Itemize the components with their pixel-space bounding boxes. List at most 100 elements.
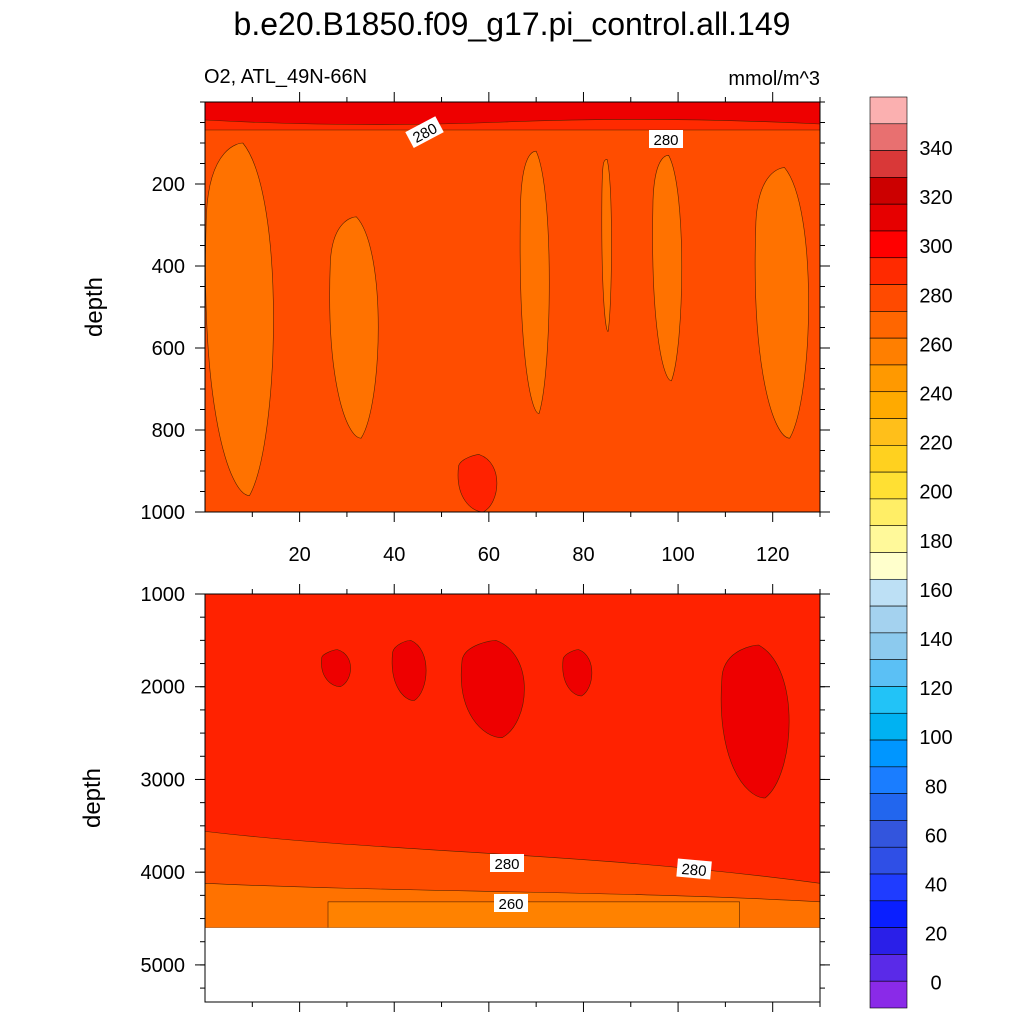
- y-tick-label: 2000: [141, 677, 186, 699]
- plot-frame: [204, 593, 821, 1003]
- colorbar-swatch: [869, 498, 908, 527]
- colorbar-swatch: [869, 980, 908, 1009]
- contour-region: [720, 644, 790, 799]
- colorbar-swatch: [869, 686, 908, 714]
- colorbar-swatch: [869, 284, 908, 312]
- colorbar-label: 340: [919, 138, 952, 160]
- colorbar-label: 240: [919, 384, 952, 406]
- y-tick-label: 4000: [141, 862, 186, 884]
- colorbar-label: 100: [919, 727, 952, 749]
- contour-region: [519, 150, 550, 414]
- y-tick-label: 3000: [141, 769, 186, 791]
- colorbar-label: 120: [919, 678, 952, 700]
- colorbar-label: 200: [919, 482, 952, 504]
- colorbar-swatch: [869, 418, 908, 446]
- chart-title: b.e20.B1850.f09_g17.pi_control.all.149: [234, 6, 791, 42]
- contour-label-text: 260: [498, 896, 523, 913]
- colorbar-swatch: [869, 445, 908, 473]
- contour-label-box: [676, 858, 712, 880]
- colorbar-swatch: [869, 96, 908, 125]
- colorbar: 3403203002802602402202001801601401201008…: [869, 96, 953, 1009]
- colorbar-swatch: [869, 739, 908, 768]
- contour-region: [457, 454, 498, 513]
- y-tick-label: 1000: [141, 502, 186, 524]
- colorbar-label: 40: [925, 875, 947, 897]
- colorbar-swatch: [869, 203, 908, 232]
- x-tick-label: 80: [572, 544, 594, 566]
- contour-label-box: [490, 854, 524, 872]
- y-tick-label: 5000: [141, 955, 186, 977]
- field-background: [205, 102, 820, 512]
- colorbar-label: 80: [925, 776, 947, 798]
- colorbar-swatch: [869, 364, 908, 393]
- x-tick-label: 20: [288, 544, 310, 566]
- y-tick-label: 200: [152, 174, 185, 196]
- colorbar-label: 60: [925, 825, 947, 847]
- colorbar-swatch: [869, 846, 908, 875]
- contour-label: 280: [676, 858, 712, 880]
- colorbar-swatch: [869, 712, 908, 741]
- contour-label: 280: [649, 130, 683, 149]
- contour-region: [754, 167, 809, 439]
- colorbar-swatch: [869, 578, 908, 607]
- x-tick-label: 100: [661, 544, 694, 566]
- contour-label-text: 280: [494, 856, 519, 873]
- x-tick-label: 40: [383, 544, 405, 566]
- contour-region: [601, 159, 612, 332]
- colorbar-swatch: [869, 311, 908, 339]
- colorbar-swatch: [869, 177, 908, 205]
- colorbar-swatch: [869, 257, 908, 285]
- contour-label-box: [649, 130, 683, 148]
- contour-region: [391, 640, 427, 701]
- colorbar-swatch: [869, 605, 908, 634]
- colorbar-label: 160: [919, 580, 952, 602]
- contour-region: [205, 142, 274, 496]
- units-label: mmol/m^3: [728, 68, 820, 90]
- colorbar-swatch: [869, 123, 908, 151]
- upper-y-axis-label: depth: [81, 277, 108, 337]
- surface-contour: [204, 119, 821, 131]
- left-subtitle: O2, ATL_49N-66N: [204, 66, 367, 88]
- colorbar-swatch: [869, 659, 908, 687]
- contour-label-box: [405, 116, 444, 149]
- contour-region: [460, 640, 525, 739]
- colorbar-swatch: [869, 900, 908, 928]
- colorbar-swatch: [869, 954, 908, 982]
- contour-region: [652, 154, 683, 382]
- contour-label-text: 280: [681, 861, 707, 880]
- lower-y-axis-label: depth: [79, 768, 106, 828]
- colorbar-swatch: [869, 552, 908, 580]
- y-tick-label: 400: [152, 256, 185, 278]
- colorbar-swatch: [869, 525, 908, 553]
- colorbar-label: 220: [919, 433, 952, 455]
- colorbar-swatch: [869, 927, 908, 955]
- colorbar-swatch: [869, 230, 908, 259]
- colorbar-swatch: [869, 766, 908, 794]
- colorbar-label: 320: [919, 187, 952, 209]
- colorbar-swatch: [869, 793, 908, 821]
- contour-label: 280: [490, 854, 524, 873]
- x-tick-label: 120: [756, 544, 789, 566]
- colorbar-label: 140: [919, 629, 952, 651]
- y-tick-label: 1000: [141, 584, 186, 606]
- y-tick-label: 600: [152, 338, 185, 360]
- colorbar-swatch: [869, 337, 908, 366]
- colorbar-swatch: [869, 471, 908, 500]
- colorbar-swatch: [869, 391, 908, 419]
- contour-region: [329, 216, 379, 439]
- contour-label-text: 280: [653, 132, 678, 149]
- contour-region: [562, 649, 593, 697]
- y-tick-label: 800: [152, 420, 185, 442]
- band-250: [327, 901, 740, 929]
- contour-label-box: [494, 894, 528, 912]
- colorbar-label: 180: [919, 531, 952, 553]
- colorbar-label: 280: [919, 285, 952, 307]
- colorbar-label: 260: [919, 334, 952, 356]
- contour-region: [321, 649, 351, 688]
- colorbar-label: 20: [925, 924, 947, 946]
- colorbar-swatch: [869, 820, 908, 848]
- no-data-region: [205, 927, 820, 1002]
- colorbar-swatch: [869, 873, 908, 902]
